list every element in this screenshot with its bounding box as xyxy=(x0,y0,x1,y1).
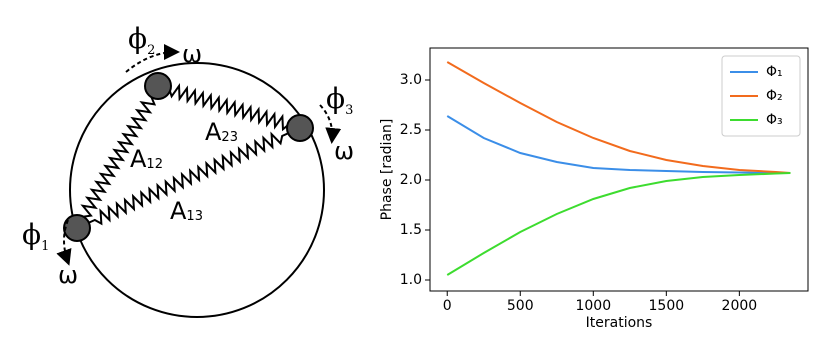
y-tick-label: 2.0 xyxy=(400,172,422,188)
arrow xyxy=(125,44,180,73)
y-tick-label: 3.0 xyxy=(400,72,422,88)
legend-label: Φ₂ xyxy=(766,88,783,104)
x-tick-label: 1000 xyxy=(575,298,611,314)
legend-label: Φ₃ xyxy=(766,112,783,128)
y-tick-label: 1.0 xyxy=(400,272,422,288)
x-tick-label: 0 xyxy=(443,298,452,314)
arrow xyxy=(56,219,72,266)
speed-label: ω xyxy=(334,137,354,165)
oscillator xyxy=(63,214,91,242)
y-tick-label: 2.5 xyxy=(400,122,422,138)
oscillator xyxy=(144,72,172,100)
coupling-label: A23 xyxy=(205,118,238,146)
line xyxy=(446,115,791,174)
phase-label: ϕ1 xyxy=(22,218,49,254)
phase-label: ϕ3 xyxy=(326,82,353,118)
y-axis-label: Phase [radian] xyxy=(379,119,395,221)
line xyxy=(446,61,791,174)
speed-label: ω xyxy=(58,261,78,289)
plot-frame xyxy=(429,47,809,292)
phase-label: ϕ2 xyxy=(128,22,155,58)
x-tick-label: 1500 xyxy=(649,298,685,314)
x-tick-label: 2000 xyxy=(722,298,758,314)
spring xyxy=(76,85,159,229)
arrow xyxy=(319,104,342,144)
spring xyxy=(157,83,301,132)
coupling-label: A12 xyxy=(130,145,163,173)
springs xyxy=(76,83,301,229)
diagram: ϕ1 ω ϕ2 ω ϕ3 ω A12 A23 A13 xyxy=(22,22,354,318)
legend-label: Φ₁ xyxy=(766,64,783,80)
orbit xyxy=(69,62,325,318)
oscillator xyxy=(286,114,314,142)
line xyxy=(446,172,791,276)
legend-box xyxy=(721,55,801,137)
x-tick-label: 500 xyxy=(507,298,534,314)
coupling-label: A13 xyxy=(170,197,203,225)
spring xyxy=(76,127,301,229)
speed-label: ω xyxy=(182,40,202,68)
y-tick-label: 1.5 xyxy=(400,222,422,238)
x-axis-label: Iterations xyxy=(586,315,653,331)
chart: 1.0 1.5 2.0 2.5 3.0 0 500 1000 1500 2000 Iteration… xyxy=(379,47,809,331)
